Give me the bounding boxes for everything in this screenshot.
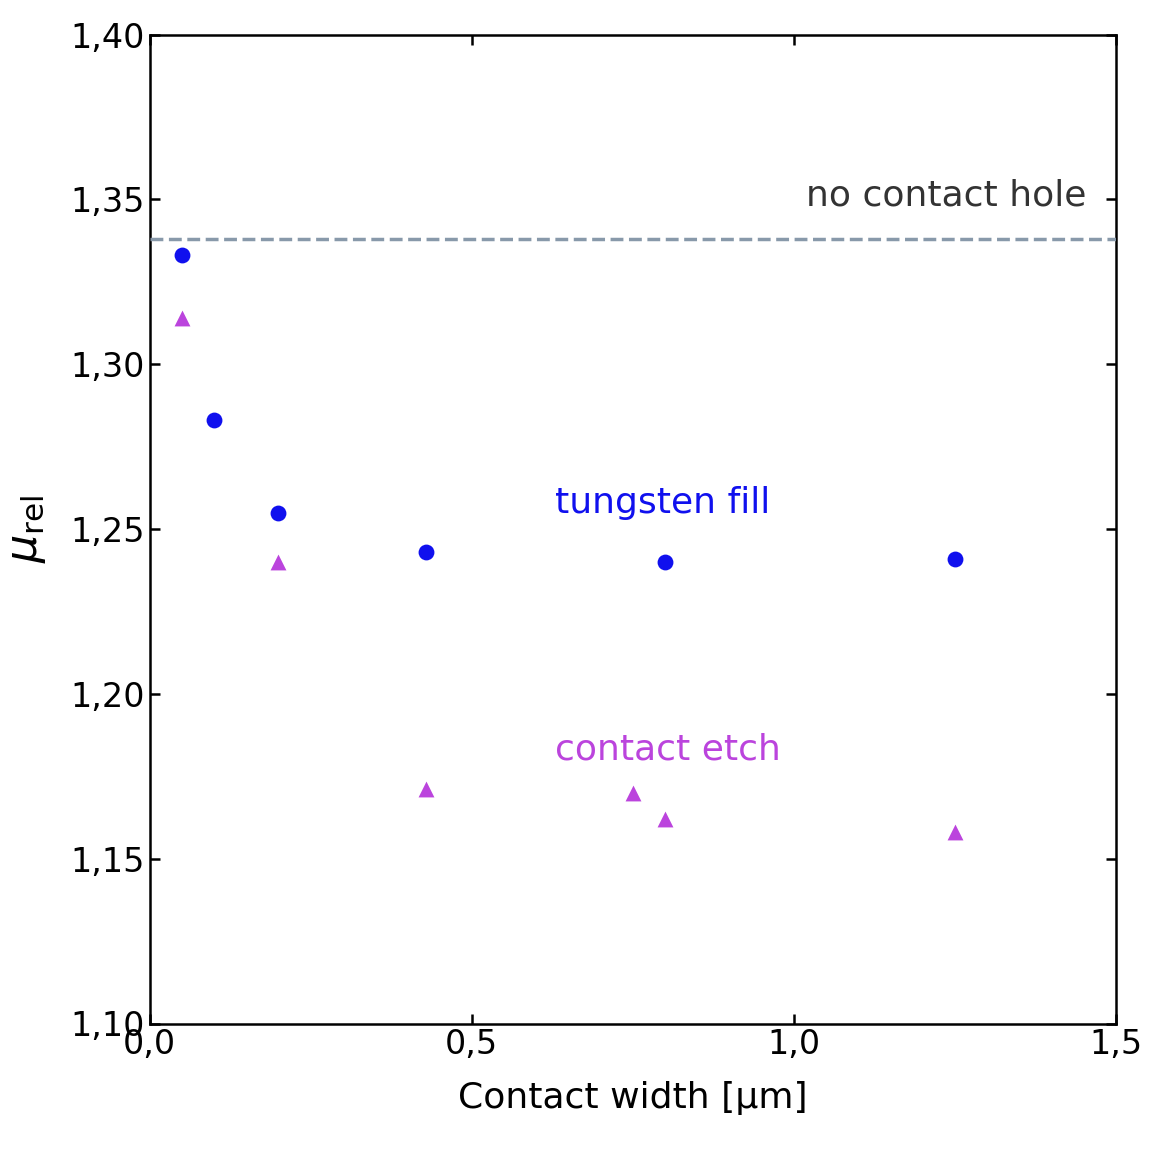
Point [417, 780, 436, 798]
Y-axis label: $\mu_\mathregular{rel}$: $\mu_\mathregular{rel}$ [5, 494, 48, 564]
Point [269, 553, 288, 572]
Point [656, 553, 674, 572]
Text: tungsten fill: tungsten fill [555, 485, 770, 520]
Point [269, 504, 288, 522]
Point [945, 550, 964, 568]
Text: no contact hole: no contact hole [806, 178, 1087, 213]
X-axis label: Contact width [μm]: Contact width [μm] [458, 1081, 807, 1114]
Point [172, 246, 191, 264]
Point [623, 783, 642, 802]
Text: contact etch: contact etch [555, 733, 781, 767]
Point [656, 810, 674, 828]
Point [945, 823, 964, 842]
Point [172, 309, 191, 328]
Point [205, 411, 223, 429]
Point [417, 543, 436, 561]
